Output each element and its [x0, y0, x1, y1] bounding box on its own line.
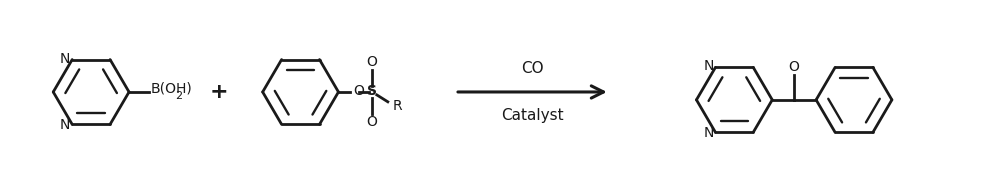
Text: O: O	[789, 60, 800, 74]
Text: 2: 2	[175, 91, 183, 101]
Text: N: N	[60, 52, 70, 66]
Text: N: N	[703, 59, 714, 73]
Text: S: S	[367, 84, 377, 98]
Text: N: N	[703, 126, 714, 140]
Text: O: O	[353, 84, 364, 98]
Text: O: O	[366, 114, 377, 129]
Text: CO: CO	[521, 61, 544, 76]
Text: +: +	[209, 82, 228, 102]
Text: Catalyst: Catalyst	[501, 108, 564, 123]
Text: R: R	[393, 99, 402, 113]
Text: N: N	[60, 118, 70, 132]
Text: B(OH): B(OH)	[151, 81, 193, 95]
Text: O: O	[366, 55, 377, 69]
